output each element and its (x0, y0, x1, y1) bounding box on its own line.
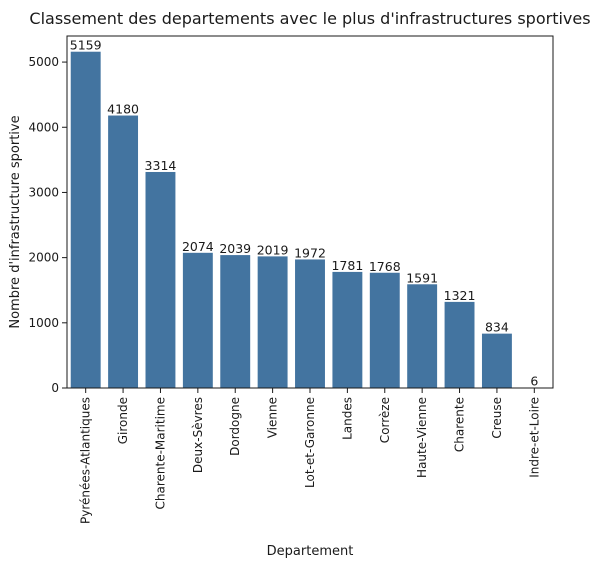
chart-title: Classement des departements avec le plus… (29, 9, 590, 28)
y-axis-label: Nombre d'infrastructure sportive (8, 115, 23, 328)
bar (370, 273, 400, 388)
bar (332, 272, 362, 388)
bar (220, 255, 250, 388)
y-tick-label: 4000 (28, 120, 59, 134)
x-tick-label: Dordogne (228, 397, 242, 456)
bar (258, 256, 288, 388)
data-label: 1768 (369, 259, 401, 274)
bar (71, 52, 101, 388)
y-tick-label: 5000 (28, 55, 59, 69)
x-tick-label: Landes (340, 397, 354, 440)
data-label: 1321 (444, 288, 476, 303)
plot-area: 5159 Pyrénées-Atlantiques 4180 Gironde 3314 C… (28, 36, 553, 524)
bar (108, 116, 138, 388)
x-tick-label: Vienne (266, 397, 280, 438)
bar (445, 302, 475, 388)
x-tick-label: Corrèze (378, 397, 392, 443)
y-tick-label: 1000 (28, 316, 59, 330)
data-label: 2039 (219, 241, 251, 256)
data-label: 2074 (182, 239, 214, 254)
y-tick-label: 3000 (28, 185, 59, 199)
data-label: 6 (530, 374, 538, 389)
x-tick-label: Charente-Maritime (153, 397, 167, 510)
data-label: 1781 (331, 258, 363, 273)
data-label: 3314 (145, 158, 177, 173)
x-tick-label: Creuse (490, 397, 504, 439)
data-label: 1972 (294, 245, 326, 260)
bar (146, 172, 176, 388)
x-tick-label: Gironde (116, 397, 130, 444)
data-label: 5159 (70, 38, 102, 53)
y-tick-label: 2000 (28, 251, 59, 265)
bar (407, 284, 437, 388)
x-tick-label: Haute-Vienne (415, 397, 429, 478)
x-tick-label: Indre-et-Loire (527, 397, 541, 478)
x-axis-label: Departement (267, 544, 354, 559)
x-tick-label: Pyrénées-Atlantiques (79, 397, 93, 524)
data-label: 1591 (406, 270, 438, 285)
data-label: 4180 (107, 102, 139, 117)
x-tick-label: Charente (453, 397, 467, 452)
bar (295, 259, 325, 388)
data-label: 834 (485, 320, 509, 335)
bar (183, 253, 213, 388)
bar (482, 334, 512, 388)
data-label: 2019 (257, 242, 289, 257)
x-tick-label: Lot-et-Garonne (303, 397, 317, 488)
x-tick-label: Deux-Sèvres (191, 397, 205, 473)
y-tick-label: 0 (51, 381, 59, 395)
